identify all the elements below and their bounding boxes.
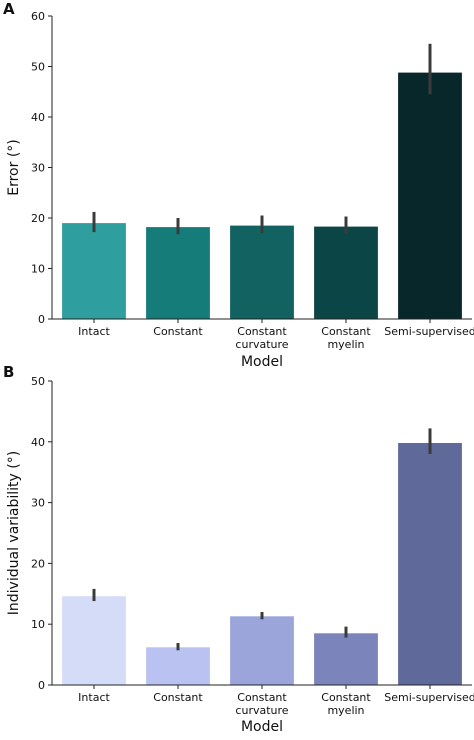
panel-b-bar-3 — [230, 616, 294, 685]
panel-a-y-tick-label: 10 — [31, 263, 45, 276]
panel-b-x-tick-label-1: Intact — [78, 691, 110, 704]
panel-b-x-tick-label-3: Constant curvature — [235, 691, 288, 717]
panel-a-bar-2 — [146, 227, 210, 319]
panel-a-y-tick-label: 60 — [31, 10, 45, 23]
panel-a-x-tick-label-4: Constant myelin — [321, 325, 371, 351]
panel-b-bar-5 — [398, 443, 462, 685]
panel-b-x-tick-label-2: Constant — [153, 691, 203, 704]
chart-panel-b: 0 10 20 30 40 50 Intact Constant Constant curvatu… — [6, 375, 474, 735]
panel-a-bar-1 — [62, 223, 126, 319]
panel-a-x-tick-label-3: Constant curvature — [235, 325, 288, 351]
panel-b-y-tick-label: 50 — [31, 375, 45, 388]
panel-b-y-tick-label: 0 — [38, 679, 45, 692]
panel-a-y-tick-label: 0 — [38, 313, 45, 326]
panel-a-x-tick-label-1: Intact — [78, 325, 110, 338]
panel-a-bar-3 — [230, 225, 294, 319]
panel-a-x-axis-label: Model — [241, 354, 283, 370]
panel-b-x-tick-label-4: Constant myelin — [321, 691, 371, 717]
panel-b-y-tick-label: 20 — [31, 557, 45, 570]
panel-b-bar-2 — [146, 647, 210, 685]
panel-a-x-tick-label-2: Constant — [153, 325, 203, 338]
panel-a-y-tick-label: 20 — [31, 212, 45, 225]
panel-a-bar-4 — [314, 226, 378, 319]
panel-a-y-tick-label: 40 — [31, 111, 45, 124]
panel-b-y-tick-label: 10 — [31, 618, 45, 631]
panel-b-y-axis-label: Individual variability (°) — [6, 451, 22, 615]
panel-b-bar-1 — [62, 596, 126, 685]
panel-a-bar-5 — [398, 72, 462, 319]
panel-a-y-tick-label: 30 — [31, 162, 45, 175]
panel-b-y-tick-label: 30 — [31, 497, 45, 510]
panel-b-y-tick-label: 40 — [31, 436, 45, 449]
panel-b-x-axis-label: Model — [241, 719, 283, 735]
panel-a-y-tick-label: 50 — [31, 61, 45, 74]
panel-b-bar-4 — [314, 633, 378, 685]
panel-a-y-axis-label: Error (°) — [6, 139, 22, 196]
panel-letter-b: B — [3, 363, 14, 381]
panel-a-x-tick-label-5: Semi-supervised — [384, 325, 474, 338]
panel-letter-a: A — [3, 0, 15, 18]
panel-b-x-tick-label-5: Semi-supervised — [384, 691, 474, 704]
chart-panel-a: 0 10 20 30 40 50 60 Intact Constant Constant curva… — [6, 10, 474, 370]
